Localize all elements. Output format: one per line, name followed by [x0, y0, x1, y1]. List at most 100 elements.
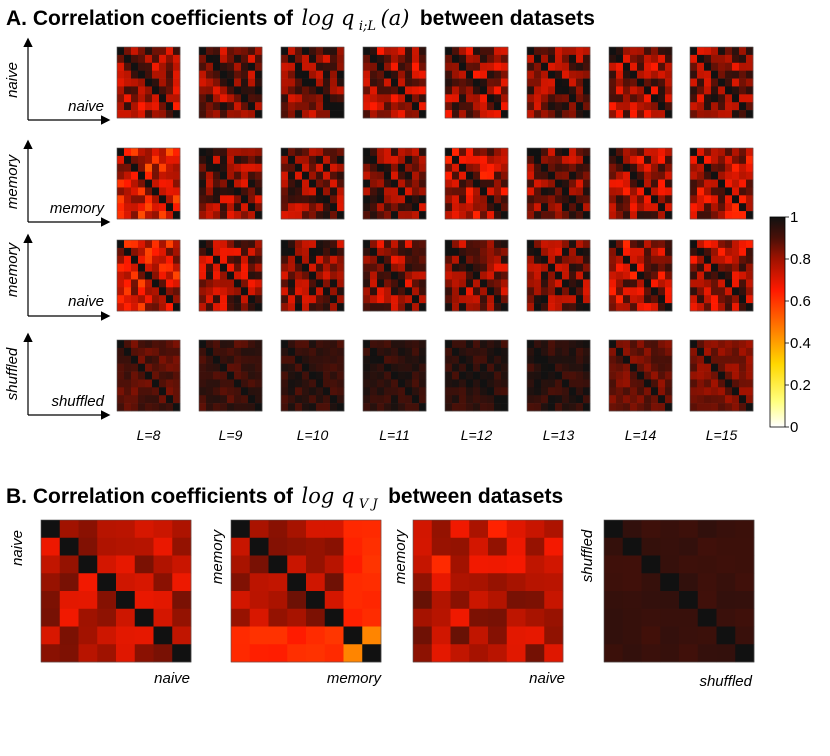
heatmap-cell [501, 94, 509, 103]
heatmap-cell [323, 355, 331, 364]
heatmap-cell [330, 303, 338, 312]
heatmap-cell [227, 211, 235, 220]
heatmap-cell [323, 271, 331, 280]
heatmap-cell [316, 387, 324, 396]
heatmap-a-r1-c2 [198, 46, 263, 119]
heatmap-cell [501, 211, 509, 220]
heatmap-cell [445, 387, 453, 396]
heatmap-cell [480, 163, 488, 172]
heatmap-cell [690, 303, 698, 312]
heatmap-cell [384, 203, 392, 212]
heatmap-cell [431, 555, 451, 574]
heatmap-cell [527, 363, 535, 372]
heatmap-cell [159, 86, 167, 95]
heatmap-cell [732, 86, 740, 95]
heatmap-cell [487, 78, 495, 87]
heatmap-cell [644, 303, 652, 312]
heatmap-cell [562, 263, 570, 272]
heatmap-cell [152, 110, 160, 119]
row-1-x-label: naive [68, 98, 104, 115]
heatmap-cell [630, 195, 638, 204]
heatmap-cell [651, 62, 659, 71]
heatmap-cell [248, 379, 256, 388]
heatmap-cell [159, 263, 167, 272]
heatmap-cell [746, 303, 754, 312]
heatmap-cell [576, 371, 584, 380]
heatmap-cell [487, 247, 495, 257]
heatmap-cell [166, 355, 174, 364]
heatmap-cell [391, 171, 399, 180]
heatmap-cell [199, 371, 207, 380]
heatmap-cell [370, 371, 378, 380]
heatmap-cell [651, 247, 659, 257]
heatmap-cell [480, 110, 488, 119]
heatmap-cell [644, 387, 652, 396]
heatmap-cell [651, 403, 659, 412]
heatmap-cell [630, 179, 638, 188]
heatmap-cell [220, 62, 228, 71]
heatmap-cell [658, 379, 666, 388]
heatmap-cell [220, 379, 228, 388]
heatmap-cell [679, 573, 699, 592]
heatmap-cell [616, 255, 624, 264]
heatmap-cell [199, 110, 207, 119]
heatmap-cell [330, 279, 338, 288]
heatmap-cell [295, 94, 303, 103]
heatmap-cell [623, 303, 631, 312]
heatmap-cell [660, 555, 680, 574]
heatmap-cell [473, 247, 481, 257]
heatmap-cell [583, 102, 591, 111]
heatmap-cell [173, 247, 181, 257]
heatmap-cell [527, 70, 535, 79]
heatmap-cell [131, 54, 139, 64]
heatmap-cell [616, 148, 624, 157]
heatmap-cell [316, 171, 324, 180]
heatmap-border [608, 46, 673, 119]
heatmap-cell [337, 340, 345, 349]
heatmap-cell [445, 287, 453, 296]
heatmap-cell [363, 395, 371, 404]
heatmap-cell [248, 355, 256, 364]
heatmap-cell [718, 340, 726, 349]
heatmap-cell [527, 211, 535, 220]
heatmap-cell [711, 355, 719, 364]
heatmap-cell [288, 347, 296, 357]
heatmap-cell [665, 255, 673, 264]
heatmap-cell [199, 303, 207, 312]
heatmap-cell [527, 395, 535, 404]
heatmap-cell [391, 271, 399, 280]
heatmap-cell [534, 163, 542, 172]
heatmap-cell [281, 62, 289, 71]
heatmap-cell [391, 94, 399, 103]
heatmap-cell [548, 379, 556, 388]
heatmap-cell [295, 78, 303, 87]
heatmap-cell [480, 379, 488, 388]
heatmap-cell [405, 395, 413, 404]
heatmap-cell [241, 171, 249, 180]
heatmap-cell [241, 155, 249, 165]
heatmap-cell [555, 287, 563, 296]
heatmap-cell [494, 54, 502, 64]
heatmap-cell [452, 395, 460, 404]
heatmap-cell [480, 102, 488, 111]
heatmap-cell [295, 355, 303, 364]
heatmap-cell [234, 379, 242, 388]
heatmap-cell [739, 340, 747, 349]
heatmap-cell [690, 340, 698, 349]
heatmap-cell [716, 520, 736, 539]
heatmap-cell [131, 355, 139, 364]
heatmap-cell [124, 187, 132, 196]
heatmap-cell [480, 70, 488, 79]
heatmap-cell [644, 47, 652, 56]
heatmap-cell [623, 211, 631, 220]
heatmap-cell [609, 247, 617, 257]
heatmap-cell [459, 211, 467, 220]
heatmap-cell [248, 340, 256, 349]
heatmap-cell [665, 279, 673, 288]
heatmap-cell [152, 395, 160, 404]
heatmap-cell [124, 211, 132, 220]
heatmap-cell [227, 62, 235, 71]
heatmap-cell [690, 78, 698, 87]
heatmap-cell [711, 78, 719, 87]
heatmap-cell [117, 78, 125, 87]
